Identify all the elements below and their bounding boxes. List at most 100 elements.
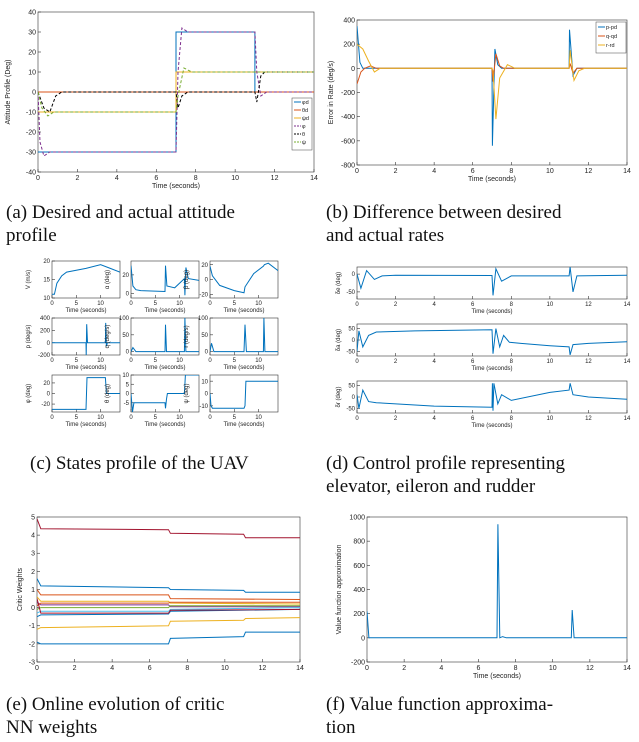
y-tick-label: -200 <box>341 90 355 97</box>
x-tick-label: 5 <box>154 358 158 364</box>
x-axis-label: Time (seconds) <box>471 366 512 372</box>
x-tick-label: 10 <box>549 665 557 672</box>
y-tick-label: 0 <box>47 341 51 347</box>
y-axis-label: r (deg/s) <box>184 325 190 347</box>
y-tick-label: 1000 <box>349 514 365 521</box>
x-tick-label: 6 <box>148 665 152 672</box>
y-tick-label: -1 <box>29 623 35 630</box>
x-tick-label: 4 <box>439 665 443 672</box>
y-tick-label: -50 <box>346 407 355 413</box>
x-tick-label: 6 <box>471 416 475 422</box>
x-tick-label: 10 <box>547 416 554 422</box>
chart-b: 0 2 4 6 8 10 12 14 -800 -600 -400 -200 0 200 400 Time (… <box>328 17 631 183</box>
caption-c: (c) States profile of the UAV <box>30 452 249 475</box>
y-tick-label: 100 <box>119 316 130 322</box>
y-tick-label: 0 <box>352 395 356 401</box>
x-axis-label: Time (seconds) <box>223 308 264 314</box>
x-tick-label: 10 <box>255 415 262 421</box>
y-tick-label: -20 <box>199 292 208 298</box>
chart-c6: 0 5 10 -20 0 20 Time (seconds) φ (deg) <box>26 374 121 428</box>
series-line <box>131 375 199 412</box>
x-tick-label: 0 <box>50 301 54 307</box>
x-axis-label: Time (seconds) <box>65 422 106 428</box>
x-tick-label: 10 <box>255 358 262 364</box>
x-tick-label: 10 <box>97 358 104 364</box>
x-tick-label: 2 <box>394 302 398 308</box>
x-axis-label: Time (seconds) <box>65 365 106 371</box>
series-line-1 <box>37 578 300 593</box>
y-tick-label: -200 <box>38 353 51 359</box>
caption-e-line1: (e) Online evolution of critic <box>6 694 225 715</box>
y-tick-label: 0 <box>352 272 356 278</box>
y-tick-label: 50 <box>348 327 355 333</box>
y-tick-label: 20 <box>201 263 208 269</box>
x-tick-label: 5 <box>75 358 79 364</box>
y-tick-label: 0 <box>47 392 51 398</box>
x-tick-label: 0 <box>208 301 212 307</box>
x-tick-label: 4 <box>432 302 436 308</box>
y-tick-label: -50 <box>346 290 355 296</box>
x-tick-label: 12 <box>585 416 592 422</box>
x-axis-label: Time (seconds) <box>223 365 264 371</box>
x-axis-label: Time (seconds) <box>144 422 185 428</box>
x-tick-label: 14 <box>296 665 304 672</box>
x-tick-label: 0 <box>50 358 54 364</box>
caption-d: (d) Control profile representing elevato… <box>326 452 565 498</box>
y-tick-label: 200 <box>40 328 51 334</box>
x-tick-label: 8 <box>510 359 514 365</box>
y-tick-label: 200 <box>343 42 355 49</box>
series-line <box>357 383 627 411</box>
y-tick-label: 50 <box>201 333 208 339</box>
caption-d-line1: (d) Control profile representing <box>326 453 566 474</box>
y-axis-label: ψ (deg) <box>184 384 190 404</box>
y-tick-label: -5 <box>124 401 130 407</box>
series-line-4 <box>38 71 314 113</box>
y-tick-label: 800 <box>353 539 365 546</box>
y-tick-label: -50 <box>346 350 355 356</box>
y-tick-label: 20 <box>43 381 50 387</box>
y-axis-label: V (m/s) <box>26 270 32 289</box>
x-tick-label: 8 <box>185 665 189 672</box>
x-tick-label: 4 <box>110 665 114 672</box>
x-tick-label: 14 <box>623 168 631 175</box>
x-axis-label: Time (seconds) <box>144 365 185 371</box>
y-axis-label: φ (deg) <box>26 384 32 404</box>
series-line-2 <box>37 589 300 600</box>
series-line-10 <box>37 631 300 645</box>
y-axis-label: δr (deg) <box>336 386 342 407</box>
y-tick-label: 40 <box>28 9 36 16</box>
caption-d-line2: elevator, eileron and rudder <box>326 476 536 497</box>
y-tick-label: -2 <box>29 641 35 648</box>
x-tick-label: 12 <box>259 665 267 672</box>
x-tick-label: 2 <box>394 416 398 422</box>
legend-box <box>291 97 313 151</box>
caption-b-line1: (b) Difference between desired <box>326 202 562 223</box>
series-line <box>357 267 627 296</box>
series-line <box>131 265 199 296</box>
x-tick-label: 6 <box>476 665 480 672</box>
x-tick-label: 2 <box>402 665 406 672</box>
legend-label: φd <box>302 100 309 106</box>
caption-a: (a) Desired and actual attitude profile <box>6 201 235 247</box>
x-tick-label: 5 <box>233 301 237 307</box>
x-tick-label: 10 <box>255 301 262 307</box>
legend-label: q-qd <box>606 34 617 40</box>
x-tick-label: 8 <box>194 175 198 182</box>
y-tick-label: 20 <box>122 273 129 279</box>
legend-label: φ <box>302 124 306 130</box>
caption-b: (b) Difference between desired and actua… <box>326 201 561 247</box>
series-line-2 <box>357 43 627 120</box>
y-tick-label: 0 <box>126 291 130 297</box>
x-axis-label: Time (seconds) <box>144 308 185 314</box>
x-tick-label: 14 <box>624 416 631 422</box>
y-tick-label: 0 <box>32 89 36 96</box>
x-tick-label: 5 <box>233 358 237 364</box>
x-tick-label: 6 <box>471 359 475 365</box>
